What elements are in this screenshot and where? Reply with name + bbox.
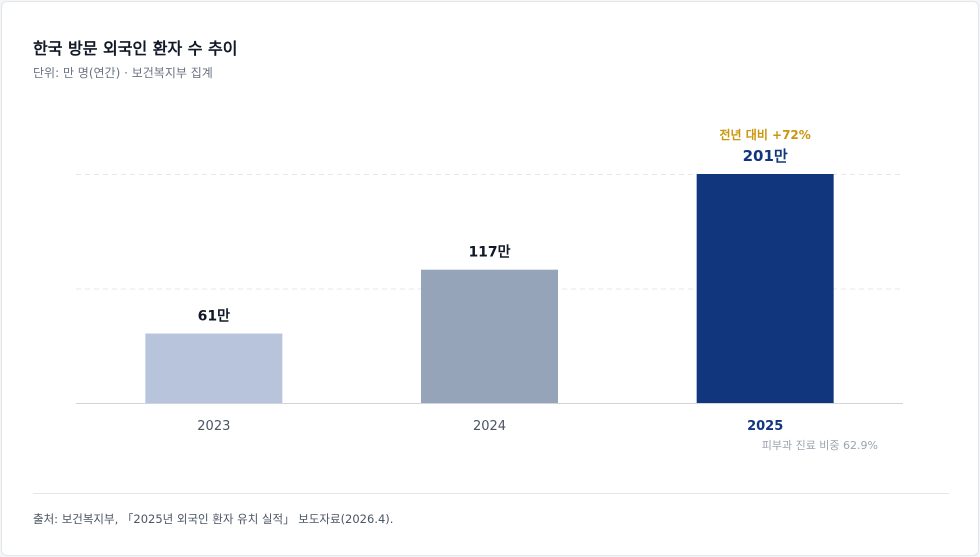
dermatology-share-note: 피부과 진료 비중 62.9%	[762, 439, 878, 452]
x-tick-2024: 2024	[473, 419, 506, 434]
labels: 61만 2023 117만 2024 201만 2025 전년 대비 +72% 피부과 진료 …	[197, 127, 878, 452]
chart-subtitle: 단위: 만 명(연간) · 보건복지부 집계	[33, 66, 213, 80]
source-note: 출처: 보건복지부, 「2025년 외국인 환자 유치 실적」 보도자료(202…	[33, 512, 394, 526]
footer-divider	[33, 493, 949, 494]
bars	[145, 174, 834, 403]
x-tick-2025: 2025	[747, 419, 783, 434]
chart-title: 한국 방문 외국인 환자 수 추이	[33, 39, 238, 58]
value-label-2024: 117만	[468, 245, 510, 261]
growth-annotation: 전년 대비 +72%	[720, 127, 811, 142]
bar-2023	[145, 333, 283, 403]
value-label-2023: 61만	[198, 309, 230, 325]
value-label-2025: 201만	[743, 147, 788, 165]
bar-2024	[421, 269, 558, 403]
bar-2025	[696, 174, 834, 403]
grid-lines	[76, 174, 903, 290]
x-tick-2023: 2023	[197, 419, 230, 434]
